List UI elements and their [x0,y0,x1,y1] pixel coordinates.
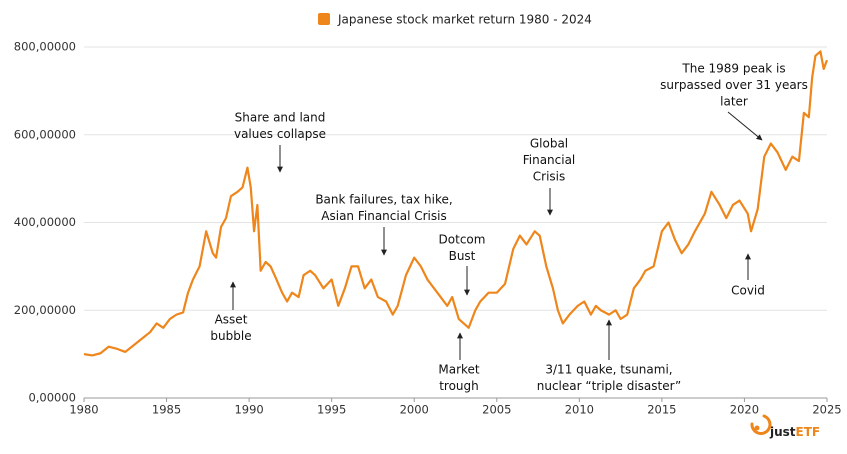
annotation: Bank failures, tax hike, [315,193,452,207]
annotation: Asian Financial Crisis [321,209,446,223]
x-tick-label: 2000 [400,403,429,417]
annotation: trough [439,379,479,393]
annotation: values collapse [234,127,326,141]
y-tick-label: 600,00000 [14,127,76,141]
x-tick-label: 2005 [482,403,511,417]
annotation-arrow [727,111,763,141]
annotation: Market [438,363,480,377]
annotation: nuclear “triple disaster” [537,379,682,393]
logo-part: just [769,425,796,439]
y-tick-label: 400,00000 [14,215,76,229]
x-tick-label: 1995 [317,403,346,417]
annotation: bubble [210,329,251,343]
logo-dot [754,425,760,431]
annotation: later [720,95,748,109]
x-tick-label: 2025 [812,403,841,417]
y-tick-label: 0,00000 [28,391,76,405]
annotation: surpassed over 31 years [660,78,808,92]
x-tick-label: 1980 [69,403,98,417]
annotation: Bust [449,249,476,263]
line-series [83,50,829,357]
annotation: Dotcom [439,233,486,247]
annotation: 3/11 quake, tsunami, [545,363,672,377]
annotation: Asset [215,313,248,327]
x-tick-label: 2010 [565,403,594,417]
logo-part: ETF [796,425,821,439]
x-tick-label: 1990 [234,403,263,417]
annotation: Share and land [235,111,326,125]
annotation: Global [530,137,568,151]
y-tick-label: 200,00000 [14,303,76,317]
x-tick-label: 2020 [730,403,759,417]
x-tick-label: 1985 [152,403,181,417]
y-tick-label: 800,00000 [14,40,76,54]
annotation: The 1989 peak is [681,62,785,76]
annotation: Crisis [533,170,565,184]
legend-swatch [318,13,330,25]
annotation: Covid [731,284,765,298]
legend-label: Japanese stock market return 1980 - 2024 [337,13,592,27]
logo: justETF [769,425,820,439]
x-tick-label: 2015 [647,403,676,417]
logo-icon [750,414,772,435]
annotation: Financial [523,153,576,167]
